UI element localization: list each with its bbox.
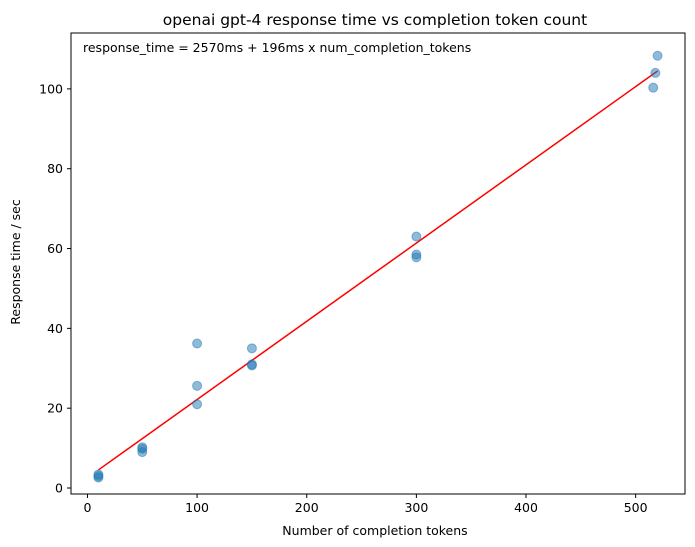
- x-axis-label: Number of completion tokens: [282, 523, 467, 538]
- data-point: [411, 249, 422, 260]
- fit-equation-annotation: response_time = 2570ms + 196ms x num_com…: [83, 40, 471, 55]
- x-tick-label: 400: [514, 500, 538, 515]
- y-tick-label: 20: [47, 401, 63, 416]
- x-tick-label: 300: [404, 500, 428, 515]
- y-axis-label: Response time / sec: [8, 199, 23, 325]
- y-axis-ticks: 0 20 40 60 80 100: [39, 81, 71, 496]
- x-tick-label: 0: [83, 500, 91, 515]
- data-point: [246, 343, 257, 354]
- data-point: [648, 82, 659, 93]
- data-point: [192, 338, 203, 349]
- x-tick-label: 500: [624, 500, 648, 515]
- data-point: [93, 469, 104, 480]
- chart-title: openai gpt-4 response time vs completion…: [163, 11, 587, 29]
- y-tick-label: 60: [47, 241, 63, 256]
- y-tick-label: 40: [47, 321, 63, 336]
- plot-area: [93, 50, 663, 483]
- y-tick-label: 0: [55, 481, 63, 496]
- x-tick-label: 200: [295, 500, 319, 515]
- data-point: [411, 231, 422, 242]
- x-tick-label: 100: [185, 500, 209, 515]
- data-point: [192, 399, 203, 410]
- x-axis-ticks: 0 100 200 300 400 500: [83, 494, 648, 515]
- fit-line-layer: [97, 70, 659, 471]
- fit-line: [97, 70, 659, 471]
- data-point: [137, 442, 148, 453]
- y-tick-label: 80: [47, 161, 63, 176]
- data-point: [192, 380, 203, 391]
- data-point: [650, 67, 661, 78]
- data-point: [652, 50, 663, 61]
- y-tick-label: 100: [39, 81, 63, 96]
- data-point: [246, 359, 257, 370]
- points-layer: [93, 50, 663, 483]
- plot-frame: [70, 32, 686, 495]
